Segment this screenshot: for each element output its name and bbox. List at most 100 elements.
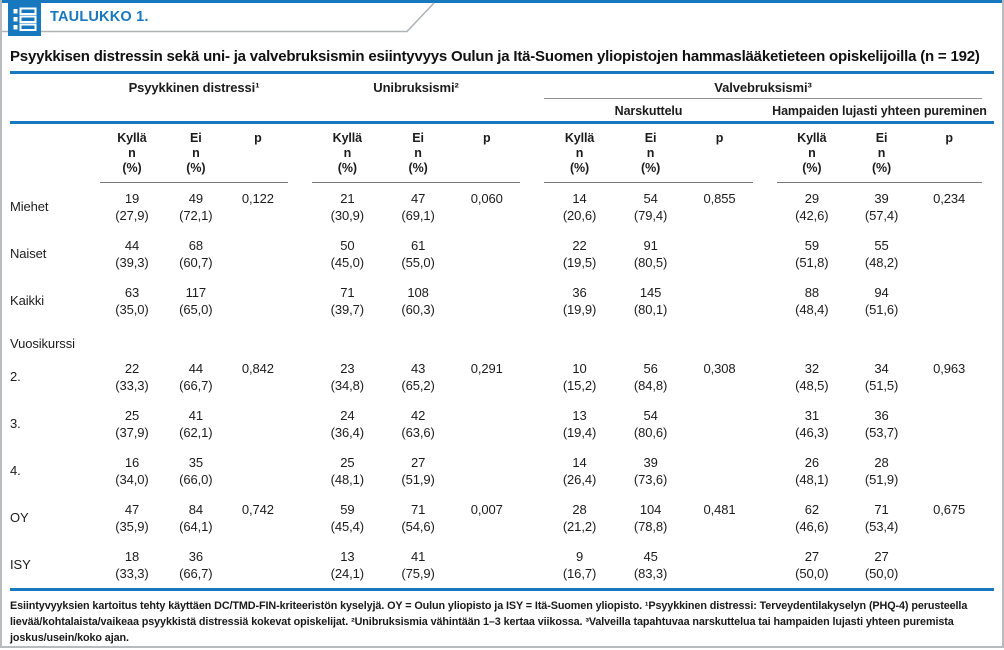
table-row: 2. 22 (33,3) 44 (66,7) 0,842 23 (34,8) 43 (65,2) 0… <box>2 353 1002 400</box>
cell-yes: 88 (48,4) <box>777 285 847 318</box>
row-label: 4. <box>10 463 21 478</box>
row-group-4: 29 (42,6) 39 (57,4) 0,234 <box>765 191 994 224</box>
cell-value: (24,1) <box>330 565 365 581</box>
cell-ei: 68 (60,7) <box>164 238 228 271</box>
cell-value: (39,7) <box>330 301 365 317</box>
cell-ei: 71 (53,4) <box>847 502 917 535</box>
cell-p <box>686 285 753 318</box>
cell-value: 42 <box>410 408 426 423</box>
cell-ei: 43 (65,2) <box>383 361 454 394</box>
cell-value: 9 <box>575 549 584 564</box>
cell-value: (48,2) <box>864 254 899 270</box>
top-accent-bar <box>2 0 1002 3</box>
cell-yes: 21 (30,9) <box>312 191 383 224</box>
cell-p <box>686 408 753 441</box>
row-group-4: 62 (46,6) 71 (53,4) 0,675 <box>765 502 994 535</box>
cell-ei: 84 (64,1) <box>164 502 228 535</box>
row-group-1: 22 (33,3) 44 (66,7) 0,842 <box>88 361 300 394</box>
cell-value: 35 <box>188 455 203 470</box>
cell-ei: 104 (78,8) <box>615 502 686 535</box>
column-header-p: p <box>228 131 288 176</box>
row-label: 3. <box>10 416 21 431</box>
row-group-1: 47 (35,9) 84 (64,1) 0,742 <box>88 502 300 535</box>
row-group-1: 25 (37,9) 41 (62,1) <box>88 408 300 441</box>
cell-ei: 35 (66,0) <box>164 455 228 488</box>
cell-yes: 71 (39,7) <box>312 285 383 318</box>
footer-rule <box>10 588 994 591</box>
column-header-group-1: Kyllä n (%) Ei n (%) p <box>88 131 300 183</box>
cell-p: 0,122 <box>228 191 288 224</box>
row-label: ISY <box>10 557 31 572</box>
cell-p <box>916 285 982 318</box>
cell-value: 23 <box>340 361 355 376</box>
cell-value: (66,0) <box>179 471 213 487</box>
cell-p <box>228 549 288 582</box>
cell-p: 0,481 <box>686 502 753 535</box>
column-header-group-2: Kyllä n (%) Ei n (%) p <box>300 131 532 183</box>
cell-value: 84 <box>188 502 203 517</box>
row-group-2: 21 (30,9) 47 (69,1) 0,060 <box>300 191 532 224</box>
row-group-2: 24 (36,4) 42 (63,6) <box>300 408 532 441</box>
column-header-label: p <box>715 131 724 145</box>
cell-value: 43 <box>410 361 426 376</box>
row-label: OY <box>10 510 29 525</box>
tab-border-line <box>2 2 435 33</box>
cell-p <box>916 455 982 488</box>
column-header-p: p <box>916 131 982 176</box>
valvebruksismi-title: Valvebruksismi³ <box>714 80 812 95</box>
column-header-ei: Ei n (%) <box>383 131 454 176</box>
row-group-1: 63 (35,0) 117 (65,0) <box>88 285 300 318</box>
cell-ei: 145 (80,1) <box>615 285 686 318</box>
row-group-3: 13 (19,4) 54 (80,6) <box>532 408 765 441</box>
cell-p <box>916 549 982 582</box>
cell-ei: 117 (65,0) <box>164 285 228 318</box>
cell-value: 0,963 <box>933 361 966 376</box>
cell-p <box>453 455 520 488</box>
cell-yes: 13 (24,1) <box>312 549 383 582</box>
group-header-valvebruksismi: Valvebruksismi³ Narskuttelu Hampaiden lu… <box>532 80 994 118</box>
row-group-2: 50 (45,0) 61 (55,0) <box>300 238 532 271</box>
cell-value: (80,5) <box>633 254 668 270</box>
cell-p <box>453 285 520 318</box>
cell-ei: 39 (73,6) <box>615 455 686 488</box>
cell-value: 145 <box>639 285 662 300</box>
row-label: 2. <box>10 369 21 384</box>
cell-p: 0,963 <box>916 361 982 394</box>
cell-value: 44 <box>188 361 203 376</box>
cell-value: 0,855 <box>703 191 736 206</box>
cell-value: 28 <box>874 455 889 470</box>
column-header-label: (%) <box>871 161 892 175</box>
cell-p: 0,060 <box>453 191 520 224</box>
cell-p <box>228 238 288 271</box>
cell-yes: 28 (21,2) <box>544 502 615 535</box>
cell-value: (50,0) <box>795 565 829 581</box>
cell-yes: 22 (33,3) <box>100 361 164 394</box>
column-header-label: n <box>808 146 816 160</box>
cell-value: 29 <box>804 191 819 206</box>
cell-value: (51,5) <box>864 377 899 393</box>
cell-value: (48,5) <box>795 377 829 393</box>
cell-ei: 36 (66,7) <box>164 549 228 582</box>
cell-value: 0,742 <box>241 502 274 517</box>
cell-value: (26,4) <box>562 471 597 487</box>
cell-yes: 25 (48,1) <box>312 455 383 488</box>
column-header-ei: Ei n (%) <box>847 131 917 176</box>
row-group-4: 32 (48,5) 34 (51,5) 0,963 <box>765 361 994 394</box>
cell-value: (36,4) <box>330 424 365 440</box>
tab: TAULUKKO 1. <box>2 0 1002 40</box>
cell-value: 117 <box>185 285 207 300</box>
cell-value: (27,9) <box>115 207 149 223</box>
cell-p: 0,007 <box>453 502 520 535</box>
cell-value: 25 <box>124 408 140 423</box>
column-header-label: Ei <box>412 131 424 145</box>
cell-value: (53,7) <box>864 424 899 440</box>
cell-value: 31 <box>804 408 819 423</box>
column-header-group-3: Kyllä n (%) Ei n (%) p <box>532 131 765 183</box>
cell-p <box>228 285 288 318</box>
cell-p: 0,855 <box>686 191 753 224</box>
cell-value: 44 <box>124 238 140 253</box>
cell-value: (75,9) <box>401 565 435 581</box>
cell-value: 14 <box>572 455 587 470</box>
cell-value: (57,4) <box>864 207 899 223</box>
